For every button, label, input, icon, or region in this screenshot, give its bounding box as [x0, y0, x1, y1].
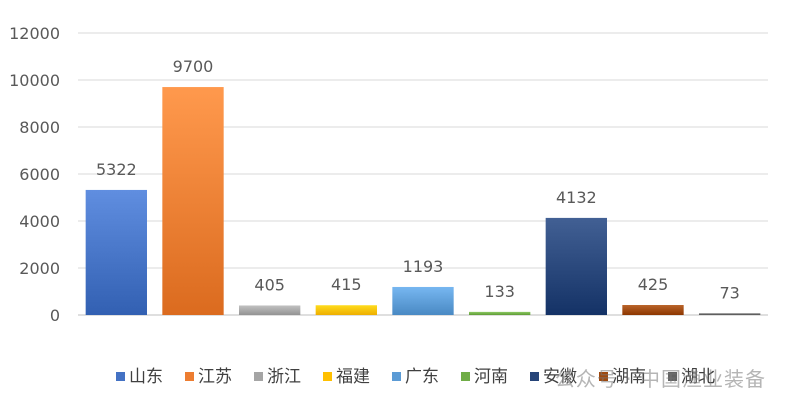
- y-tick-label: 0: [50, 306, 60, 325]
- bar-1: [162, 87, 224, 315]
- legend-swatch: [116, 372, 125, 381]
- data-label: 405: [254, 275, 285, 294]
- watermark: 公众号 · 中国渔业装备: [554, 367, 766, 391]
- bar-5: [469, 311, 531, 315]
- legend-label: 浙江: [267, 367, 301, 387]
- y-tick-label: 12000: [9, 24, 60, 43]
- data-label: 133: [484, 282, 515, 301]
- data-label: 415: [331, 275, 362, 294]
- y-tick-label: 8000: [19, 118, 60, 137]
- legend-label: 江苏: [198, 367, 232, 387]
- bar-6: [545, 217, 607, 315]
- data-label: 425: [638, 275, 669, 294]
- legend: 山东 江苏 浙江 福建 广东 河南 安徽 湖南 湖北: [116, 367, 715, 387]
- legend-label: 广东: [405, 367, 439, 387]
- legend-swatch: [392, 372, 401, 381]
- legend-label: 河南: [474, 367, 508, 387]
- y-tick-label: 10000: [9, 71, 60, 90]
- legend-swatch: [461, 372, 470, 381]
- legend-label: 湖南: [612, 367, 646, 387]
- bar-2: [239, 305, 301, 315]
- legend-label: 安徽: [543, 367, 577, 387]
- legend-swatch: [323, 372, 332, 381]
- legend-swatch: [185, 372, 194, 381]
- bar-3: [315, 305, 377, 315]
- legend-label: 湖北: [681, 367, 715, 387]
- legend-swatch: [254, 372, 263, 381]
- y-tick-label: 6000: [19, 165, 60, 184]
- legend-label: 山东: [129, 367, 163, 387]
- y-tick-label: 4000: [19, 212, 60, 231]
- data-label: 1193: [403, 257, 444, 276]
- data-label: 5322: [96, 160, 137, 179]
- legend-swatch: [599, 372, 608, 381]
- data-label: 9700: [173, 57, 214, 76]
- y-axis-ticks: 0 2000 4000 6000 8000 10000 12000: [9, 24, 60, 325]
- bar-0: [85, 189, 147, 315]
- data-labels: 5322 9700 405 415 1193 133 4132 425 73: [96, 57, 740, 302]
- data-label: 4132: [556, 188, 597, 207]
- bars: [85, 87, 761, 315]
- bar-7: [622, 305, 684, 315]
- bar-8: [699, 313, 761, 315]
- bar-4: [392, 286, 454, 315]
- legend-label: 福建: [336, 367, 370, 387]
- legend-swatch: [530, 372, 539, 381]
- legend-swatch: [668, 372, 677, 381]
- y-tick-label: 2000: [19, 259, 60, 278]
- data-label: 73: [719, 283, 739, 302]
